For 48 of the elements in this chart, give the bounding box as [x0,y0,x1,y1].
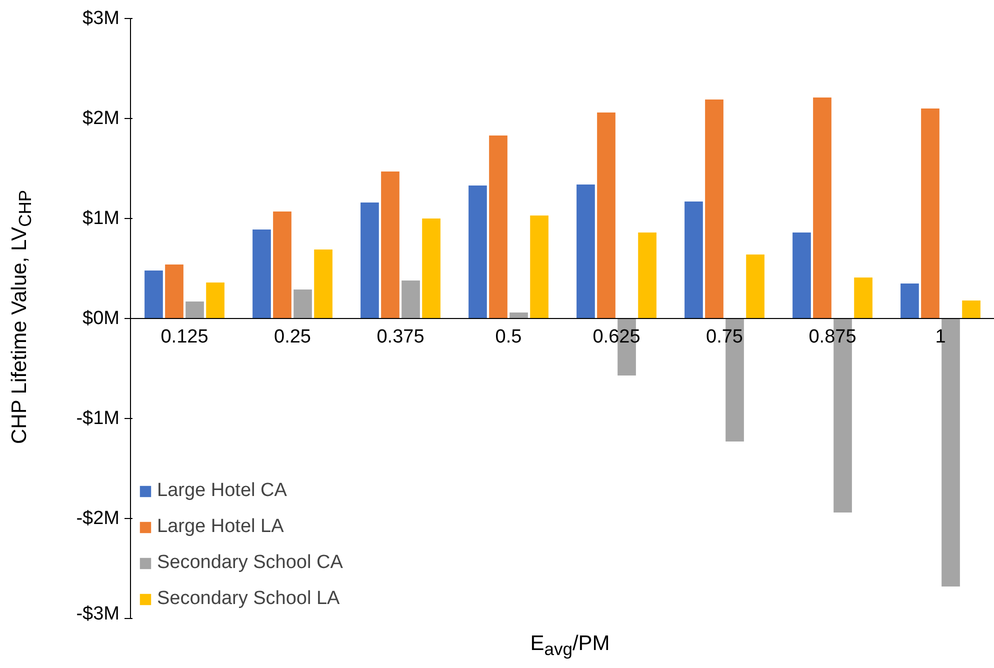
y-tick-label: -$1M [76,408,120,429]
x-tick-label: 0.125 [160,326,208,348]
legend-label: Large Hotel CA [157,480,287,502]
y-tick-label: -$3M [76,604,120,624]
legend-label: Secondary School LA [157,588,340,610]
legend-label: Secondary School CA [157,552,343,574]
x-axis-title: E$_{avg}$/PM [530,631,610,662]
x-tick-label: 0.875 [808,326,856,348]
bar [638,232,656,318]
bar [294,290,312,318]
y-tick-label: $3M [82,8,120,29]
x-tick-label: 0.5 [495,326,522,348]
y-tick-label: $1M [82,208,120,229]
bar [792,232,811,318]
bar [921,108,940,318]
bar [489,136,508,318]
x-tick-label: 0.375 [376,326,424,348]
bar [510,312,528,318]
x-tick-label: 0.25 [274,326,311,348]
y-tick-label: $0M [82,308,120,329]
bar [746,254,764,318]
x-tick-label: 0.625 [592,326,640,348]
bar [360,202,379,318]
y-tick-label: $2M [82,108,120,129]
bar [854,278,872,318]
bar [186,302,204,318]
bar [165,264,184,318]
bar [402,280,420,318]
bar [381,172,400,318]
x-tick-label: 1 [935,326,946,348]
bar [314,250,332,318]
x-tick-label: 0.75 [706,326,743,348]
bar [468,186,487,318]
bar [813,98,832,318]
bar [962,300,980,318]
bar [705,100,724,318]
bar [684,202,703,318]
bar [273,212,292,318]
bar [576,184,595,318]
bar [597,112,616,318]
bar [422,218,440,318]
legend-label: Large Hotel LA [157,516,284,538]
bar [530,216,548,318]
bar [144,270,163,318]
bar [900,284,919,318]
bar [206,282,224,318]
bar [252,230,271,318]
y-tick-label: -$2M [76,508,120,529]
